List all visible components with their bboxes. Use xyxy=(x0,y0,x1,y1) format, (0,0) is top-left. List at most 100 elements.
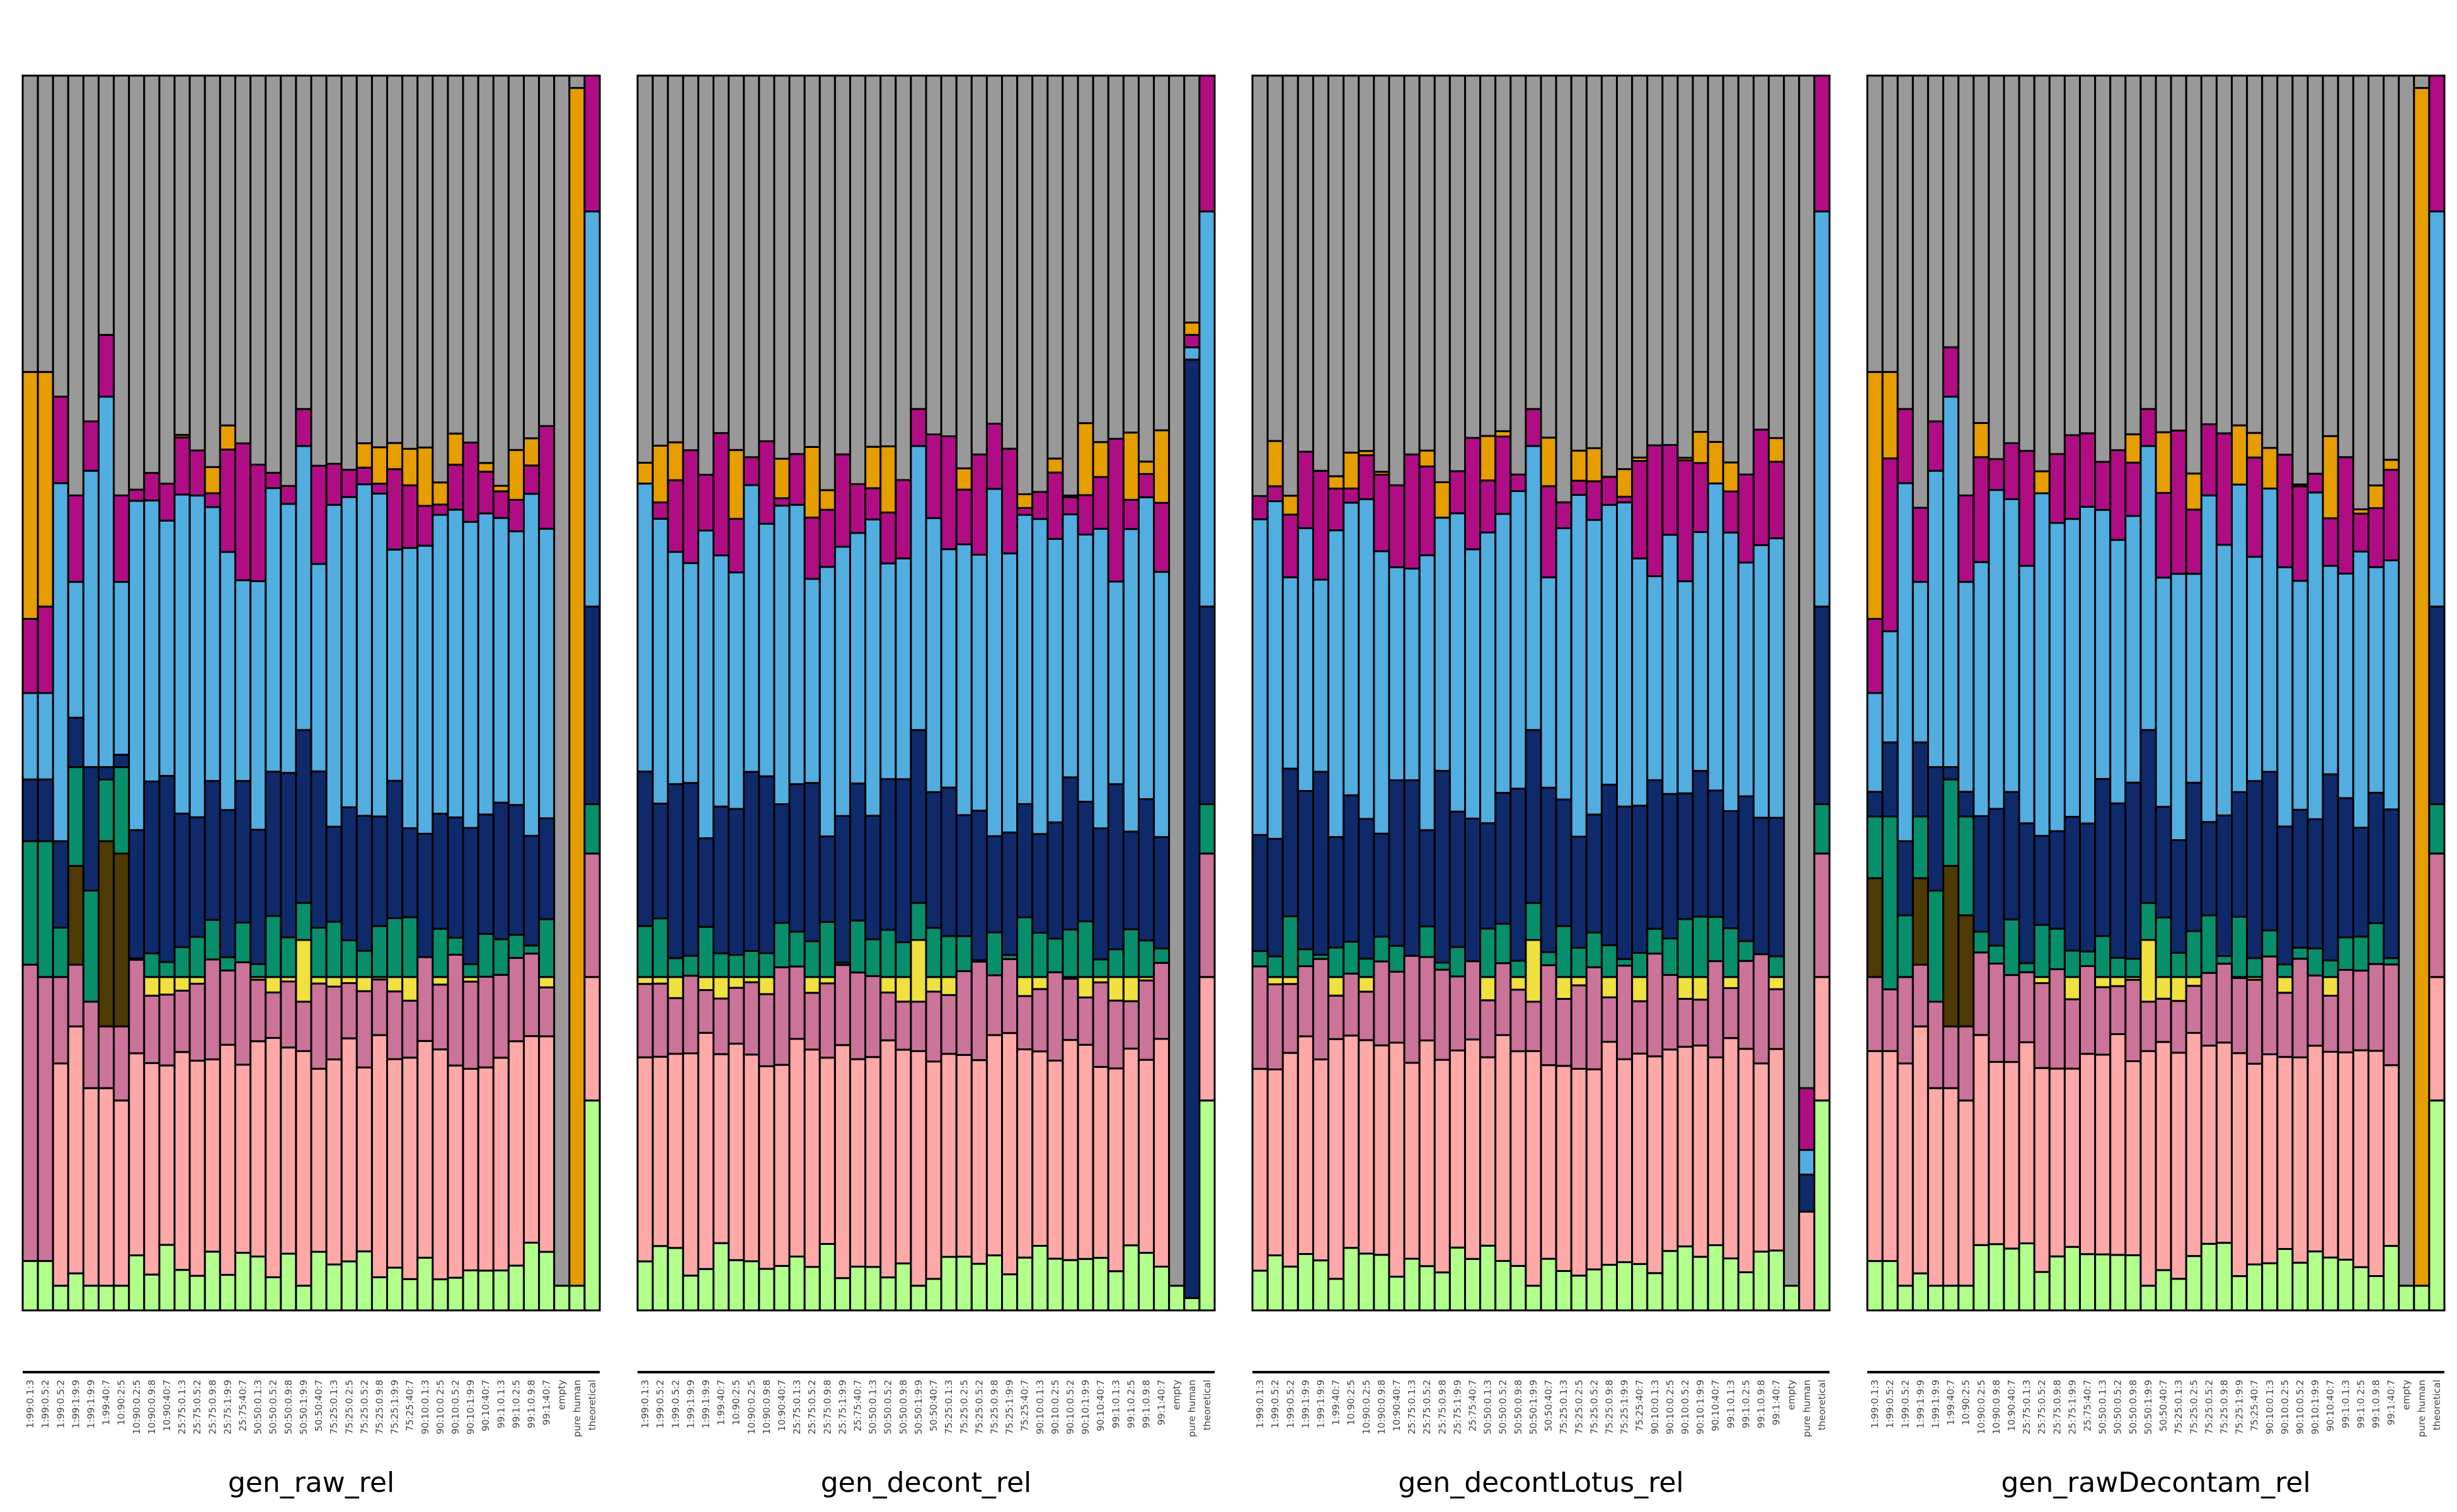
bar-segment xyxy=(1942,346,1960,398)
x-tick-label: 10:90:0.9:8 xyxy=(1991,1380,2002,1435)
bar-segment xyxy=(1312,958,1330,1061)
bar-segment xyxy=(2139,74,2157,410)
bar-segment xyxy=(2367,791,2385,924)
bar-segment xyxy=(2367,1274,2385,1312)
bar-segment xyxy=(265,915,282,978)
bar-segment xyxy=(173,976,191,992)
bar-segment xyxy=(1198,605,1216,805)
bar-segment xyxy=(1813,74,1831,213)
x-tick-label: 50:50:0.1:3 xyxy=(253,1380,264,1435)
bar-segment xyxy=(2170,74,2187,432)
bar-segment xyxy=(728,976,745,989)
bar-segment xyxy=(788,965,806,1040)
bar-segment xyxy=(1297,790,1314,951)
bar-segment xyxy=(128,1254,146,1312)
bar-segment xyxy=(538,817,556,920)
bar-segment xyxy=(849,782,867,922)
bar-segment xyxy=(818,489,836,511)
bar-segment xyxy=(98,74,115,336)
bar-segment xyxy=(158,483,176,522)
bar-segment xyxy=(1957,791,1975,818)
bar-segment xyxy=(98,1285,115,1312)
bar-segment xyxy=(667,551,684,786)
bar-segment xyxy=(2306,491,2324,820)
bar-segment xyxy=(1327,946,1345,978)
bar-segment xyxy=(2246,780,2264,959)
bar-segment xyxy=(82,1087,100,1287)
bar-segment xyxy=(1448,946,1466,978)
bar-segment xyxy=(1418,956,1436,1042)
bar-segment xyxy=(1509,74,1527,476)
bar-segment xyxy=(1973,561,1990,817)
bar-segment xyxy=(295,939,312,1003)
bar-segment xyxy=(1570,74,1588,452)
bar-segment xyxy=(1896,976,1914,1065)
bar-segment xyxy=(583,74,601,213)
bar-segment xyxy=(477,932,495,978)
x-tick-label: 90:10:40:7 xyxy=(1710,1380,1721,1431)
bar-segment xyxy=(1107,999,1125,1070)
bar-segment xyxy=(1988,962,2005,1063)
bar-segment xyxy=(728,517,745,574)
bar-segment xyxy=(401,1057,419,1280)
bar-segment xyxy=(219,74,236,427)
x-tick-label: 1:99:40:7 xyxy=(101,1380,112,1425)
bar-segment xyxy=(522,437,541,467)
bar-segment xyxy=(1343,1247,1360,1312)
bar-segment xyxy=(788,1256,806,1312)
bar-segment xyxy=(1198,1099,1216,1312)
bar-segment xyxy=(1616,805,1634,960)
bar-segment xyxy=(1046,1257,1064,1312)
x-tick-label: 1:99:0.1:3 xyxy=(1254,1380,1266,1428)
bar-segment xyxy=(910,1285,927,1312)
bar-segment xyxy=(2033,74,2051,472)
bar-segment xyxy=(401,484,419,549)
bar-segment xyxy=(1494,792,1512,925)
x-tick-label: 50:50:1:9:9 xyxy=(1528,1380,1539,1435)
bar-segment xyxy=(2383,1064,2400,1247)
bar-segment xyxy=(651,1055,669,1247)
bar-segment xyxy=(2094,508,2112,781)
bar-segment xyxy=(310,927,328,978)
bar-segment xyxy=(1722,1257,1739,1312)
bar-segment xyxy=(265,487,282,773)
bar-segment xyxy=(143,976,161,997)
bar-segment xyxy=(280,772,297,939)
bar-segment xyxy=(2428,803,2446,855)
bar-segment xyxy=(1092,1257,1109,1312)
bar-segment xyxy=(1540,964,1557,1067)
x-tick-label: 10:90:2:5 xyxy=(116,1380,127,1425)
bar-segment xyxy=(52,74,69,398)
bar-segment xyxy=(295,74,312,410)
x-tick-label: 99:1:0.2:5 xyxy=(2355,1380,2366,1428)
x-tick-label: 90:10:0.2:5 xyxy=(1664,1380,1676,1435)
bar-segment xyxy=(52,1062,69,1287)
bar-segment xyxy=(21,840,39,966)
bar-segment xyxy=(773,966,791,1066)
bar-segment xyxy=(1388,484,1406,568)
bar-segment xyxy=(1448,74,1466,472)
bar-segment xyxy=(2231,1275,2248,1312)
bar-segment xyxy=(1973,931,1990,954)
bar-segment xyxy=(249,978,267,1043)
bar-segment xyxy=(1388,74,1406,486)
bar-segment xyxy=(249,464,267,582)
bar-segment xyxy=(37,778,54,842)
bar-segment xyxy=(1988,489,2005,810)
bar-segment xyxy=(1927,1000,1945,1089)
x-tick-label: 50:50:0.1:3 xyxy=(1482,1380,1494,1435)
bar-segment xyxy=(1122,498,1140,530)
bar-segment xyxy=(188,1060,206,1277)
bar-segment xyxy=(2383,1245,2400,1312)
bar-segment xyxy=(67,864,84,966)
bar-segment xyxy=(1373,960,1390,1046)
bar-segment xyxy=(1988,808,2005,947)
bar-segment xyxy=(1813,605,1831,805)
bar-segment xyxy=(879,74,897,447)
bar-segment xyxy=(280,1046,297,1255)
bar-segment xyxy=(910,1000,927,1052)
bar-segment xyxy=(1646,953,1664,1058)
x-tick-label: 99:1:0.1:3 xyxy=(495,1380,507,1428)
bar-segment xyxy=(833,74,851,455)
bar-segment xyxy=(1312,1259,1330,1312)
